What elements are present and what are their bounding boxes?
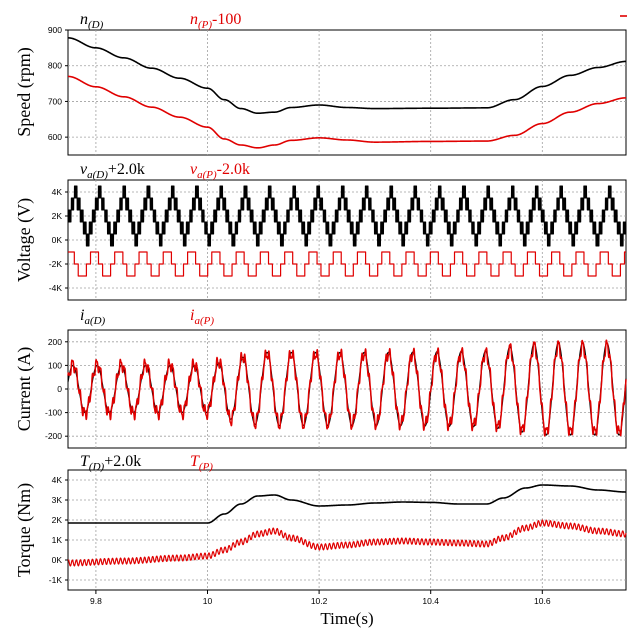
legend-i-d: ia(D) — [80, 307, 106, 327]
current-y-axis-label: Current (A) — [14, 347, 35, 431]
x-tick-label: 10 — [203, 596, 213, 606]
y-tick-label: -100 — [45, 408, 62, 418]
legend-t-d: T(D)+2.0k — [80, 453, 141, 473]
legend-n-d: n(D) — [80, 11, 104, 31]
voltage-panel: -4K -2K 0K 2K 4K — [49, 179, 627, 301]
current-y-ticks: -200 -100 0 100 200 — [45, 337, 68, 441]
y-tick-label: -200 — [45, 431, 62, 441]
series-line-d — [67, 484, 627, 524]
series-line-d — [67, 185, 627, 247]
series-line-p — [67, 339, 627, 437]
series-line-p — [67, 251, 627, 277]
current-grid — [68, 330, 626, 448]
y-tick-label: 0K — [52, 235, 63, 245]
speed-lines — [67, 37, 627, 149]
current-panel: -200 -100 0 100 200 — [45, 329, 627, 449]
voltage-y-ticks: -4K -2K 0K 2K 4K — [49, 187, 68, 293]
current-lines — [67, 339, 627, 437]
speed-panel: 600 700 800 900 — [48, 25, 627, 156]
speed-grid — [68, 30, 626, 155]
x-tick-label: 10.4 — [422, 596, 439, 606]
y-tick-label: 2K — [52, 515, 63, 525]
y-tick-label: 700 — [48, 96, 62, 106]
y-tick-label: 200 — [48, 337, 62, 347]
legend-i-p: ia(P) — [190, 307, 214, 327]
y-tick-label: 0K — [52, 555, 63, 565]
torque-panel: -1K 0K 1K 2K 3K 4K 9.8 10 10.2 10.4 10.6 — [49, 469, 627, 606]
y-tick-label: 900 — [48, 25, 62, 35]
time-x-axis-label: Time(s) — [320, 609, 373, 628]
series-line-d — [67, 37, 627, 115]
y-tick-label: 4K — [52, 187, 63, 197]
x-tick-label: 10.2 — [311, 596, 328, 606]
torque-grid — [68, 470, 626, 590]
y-tick-label: -4K — [49, 283, 63, 293]
torque-lines — [67, 484, 627, 567]
torque-y-ticks: -1K 0K 1K 2K 3K 4K — [49, 475, 68, 585]
torque-plot-frame — [67, 469, 627, 591]
y-tick-label: -2K — [49, 259, 63, 269]
voltage-y-axis-label: Voltage (V) — [14, 198, 35, 282]
speed-plot-frame — [67, 29, 627, 156]
legend-v-p: va(P)-2.0k — [190, 161, 250, 181]
y-tick-label: 2K — [52, 211, 63, 221]
time-x-ticks: 9.8 10 10.2 10.4 10.6 — [90, 590, 551, 606]
y-tick-label: 3K — [52, 495, 63, 505]
y-tick-label: 600 — [48, 132, 62, 142]
y-tick-label: 0 — [57, 384, 62, 394]
x-tick-label: 10.6 — [534, 596, 551, 606]
speed-y-axis-label: Speed (rpm) — [14, 47, 35, 136]
y-tick-label: -1K — [49, 575, 63, 585]
y-tick-label: 4K — [52, 475, 63, 485]
series-line-p — [67, 75, 627, 149]
legend-t-p: T(P) — [190, 453, 213, 473]
legend-v-d: va(D)+2.0k — [80, 161, 145, 181]
y-tick-label: 800 — [48, 61, 62, 71]
legend-n-p: n(P)-100 — [190, 11, 241, 31]
series-line-p — [67, 519, 627, 567]
speed-y-ticks: 600 700 800 900 — [48, 25, 68, 142]
x-tick-label: 9.8 — [90, 596, 102, 606]
voltage-lines — [67, 185, 627, 277]
torque-y-axis-label: Torque (Nm) — [14, 483, 35, 577]
y-tick-label: 1K — [52, 535, 63, 545]
y-tick-label: 100 — [48, 360, 62, 370]
